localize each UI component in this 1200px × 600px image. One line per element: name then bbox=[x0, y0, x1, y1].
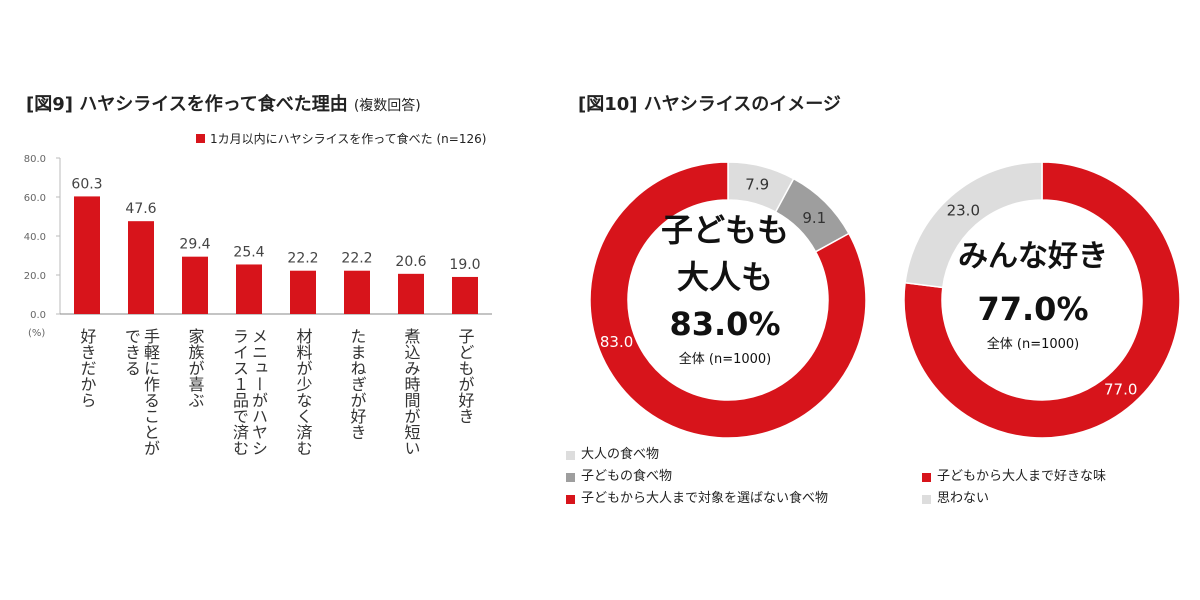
bar-value-label: 22.2 bbox=[341, 251, 372, 267]
legend-swatch-red bbox=[922, 472, 931, 482]
y-tick-label: 0.0 bbox=[30, 310, 46, 321]
y-axis-label: (%) bbox=[28, 328, 45, 339]
legend-label: 子どもから大人まで好きな味 bbox=[937, 469, 1107, 484]
legend-label: 思わない bbox=[937, 491, 990, 506]
bar-value-label: 22.2 bbox=[287, 251, 318, 267]
bar-chart: 80.0 60.0 40.0 20.0 0.0 (%) 60.3 好きだから 47.6 手軽に作る… bbox=[24, 154, 492, 456]
bar-value-label: 19.0 bbox=[449, 257, 480, 273]
legend-swatch-light-gray bbox=[566, 450, 575, 460]
donut-right-center: みんな好き 77.0% 全体 (n=1000) bbox=[948, 239, 1118, 353]
donut-slice-label: 23.0 bbox=[947, 202, 980, 220]
bar bbox=[290, 270, 316, 314]
donut-slice-label: 9.1 bbox=[802, 209, 826, 227]
fig9-legend-label: 1カ月以内にハヤシライスを作って食べた (n=126) bbox=[210, 132, 487, 146]
fig9-legend: 1カ月以内にハヤシライスを作って食べた (n=126) bbox=[196, 130, 486, 147]
donut-slice-label: 77.0 bbox=[1104, 380, 1137, 398]
legend-swatch-light-gray bbox=[922, 494, 931, 504]
fig9-legend-swatch bbox=[196, 134, 205, 143]
fig9-title: [図9] ハヤシライスを作って食べた理由 (複数回答) bbox=[26, 90, 421, 116]
donut-slice-label: 83.0 bbox=[600, 333, 633, 351]
donut-chart-right: 77.0 23.0 bbox=[903, 161, 1181, 439]
donut-slice-label: 7.9 bbox=[745, 176, 769, 194]
donut-slice bbox=[903, 161, 1181, 439]
donut-right-center-total: 全体 (n=1000) bbox=[986, 337, 1080, 353]
legend-item-child-food: 子どもの食べ物 bbox=[566, 466, 828, 488]
bar-value-label: 29.4 bbox=[179, 237, 210, 253]
legend-label: 大人の食べ物 bbox=[581, 447, 660, 462]
bar bbox=[128, 221, 154, 314]
legend-label: 子どもから大人まで対象を選ばない食べ物 bbox=[581, 491, 829, 506]
bar-value-label: 20.6 bbox=[395, 254, 426, 270]
fig9-subtitle: (複数回答) bbox=[353, 98, 421, 114]
donut-right-center-pct: 77.0% bbox=[977, 289, 1089, 328]
fig10-legend-left: 大人の食べ物 子どもの食べ物 子どもから大人まで対象を選ばない食べ物 bbox=[566, 444, 828, 510]
legend-item-loved-taste: 子どもから大人まで好きな味 bbox=[922, 466, 1106, 488]
legend-item-all-ages-food: 子どもから大人まで対象を選ばない食べ物 bbox=[566, 488, 828, 510]
donut-left-center: 子どもも 大人も 83.0% 全体 (n=1000) bbox=[640, 211, 810, 368]
x-tick-label: 家族が喜ぶ bbox=[186, 328, 205, 408]
bar bbox=[344, 270, 370, 314]
legend-swatch-dark-gray bbox=[566, 472, 575, 482]
bar-value-label: 60.3 bbox=[71, 176, 102, 192]
bar bbox=[74, 196, 100, 314]
x-tick-label: 手軽に作ることが bbox=[141, 328, 160, 456]
donut-left-center-line1: 子どもも bbox=[660, 211, 789, 249]
y-tick-label: 60.0 bbox=[24, 193, 46, 204]
y-tick-label: 80.0 bbox=[24, 154, 46, 165]
x-tick-label: たまねぎが好き bbox=[348, 328, 367, 440]
donut-right-center-line1: みんな好き bbox=[958, 239, 1108, 274]
fig10-legend-right: 子どもから大人まで好きな味 思わない bbox=[922, 466, 1106, 510]
y-tick-label: 40.0 bbox=[24, 232, 46, 243]
x-tick-label: ライス１品で済む bbox=[230, 328, 249, 456]
donut-slice bbox=[904, 161, 1043, 289]
x-tick-label: 子どもが好き bbox=[456, 328, 475, 424]
donut-left-center-line2: 大人も bbox=[676, 257, 773, 296]
legend-item-disagree: 思わない bbox=[922, 488, 1106, 510]
y-tick-label: 20.0 bbox=[24, 271, 46, 282]
bar-value-label: 47.6 bbox=[125, 201, 156, 217]
fig9-title-text: [図9] ハヤシライスを作って食べた理由 bbox=[26, 94, 348, 115]
donut-left-center-total: 全体 (n=1000) bbox=[678, 352, 772, 368]
legend-swatch-red bbox=[566, 494, 575, 504]
bar bbox=[452, 276, 478, 314]
x-tick-label: 材料が少なく済む bbox=[294, 328, 313, 456]
x-tick-label: メニューがハヤシ bbox=[249, 328, 268, 456]
x-tick-label: 好きだから bbox=[78, 328, 97, 408]
bar bbox=[182, 256, 208, 314]
x-tick-label: できる bbox=[122, 328, 141, 376]
donut-left-center-pct: 83.0% bbox=[669, 304, 781, 343]
fig10-title: [図10] ハヤシライスのイメージ bbox=[578, 94, 841, 115]
donut-chart-left: 7.9 9.1 83.0 bbox=[589, 161, 867, 439]
legend-item-adult-food: 大人の食べ物 bbox=[566, 444, 828, 466]
donut-slice bbox=[589, 161, 867, 439]
bar bbox=[236, 264, 262, 314]
legend-label: 子どもの食べ物 bbox=[581, 469, 673, 484]
bar bbox=[398, 273, 424, 314]
x-tick-label: 煮込み時間が短い bbox=[402, 328, 421, 456]
bar-value-label: 25.4 bbox=[233, 244, 264, 260]
